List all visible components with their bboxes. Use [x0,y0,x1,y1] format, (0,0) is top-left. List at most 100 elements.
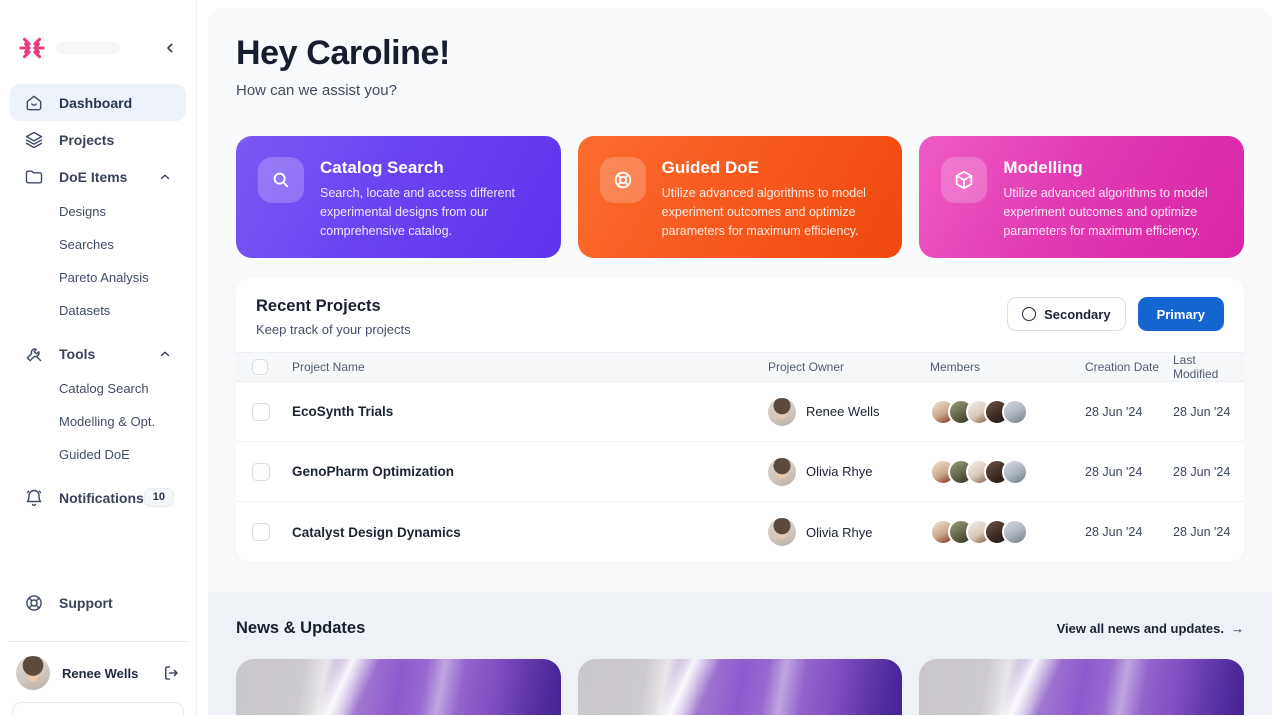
sidebar-subitem-guided-doe[interactable]: Guided DoE [10,438,186,471]
chevron-up-icon[interactable] [158,347,172,361]
owner-name: Renee Wells [806,404,880,419]
sidebar-subitem-designs[interactable]: Designs [10,195,186,228]
news-card[interactable] [919,659,1245,715]
owner-avatar [768,457,796,486]
sidebar-item-label: Notifications [59,489,144,506]
cube-icon [941,157,988,203]
recent-projects-card: Recent Projects Keep track of your proje… [236,278,1244,562]
card-modelling[interactable]: Modelling Utilize advanced algorithms to… [919,136,1245,258]
column-header: Members [930,360,981,374]
subitem-label: Designs [59,204,106,219]
sidebar-item-doe-items[interactable]: DoE Items [10,158,186,195]
sidebar-item-dashboard[interactable]: Dashboard [10,84,186,121]
sidebar-item-support[interactable]: Support [10,584,186,621]
sidebar-collapse-button[interactable] [162,40,178,56]
card-title: Guided DoE [661,158,759,177]
owner-avatar [768,397,796,426]
column-header: Project Name [292,360,365,374]
card-guided-doe[interactable]: Guided DoE Utilize advanced algorithms t… [577,136,903,258]
user-avatar [16,656,50,690]
sidebar: Dashboard Projects DoE Items Designs Sea… [0,0,197,716]
row-checkbox[interactable] [252,402,270,421]
row-checkbox[interactable] [252,462,270,481]
sidebar-subitem-datasets[interactable]: Datasets [10,294,186,327]
select-all-checkbox[interactable] [252,359,268,375]
news-section: News & Updates View all news and updates… [208,592,1272,715]
recent-projects-title: Recent Projects [256,297,381,315]
creation-date: 28 Jun '24 [1085,525,1143,539]
project-name: Catalyst Design Dynamics [292,524,461,540]
layers-icon [24,130,44,150]
user-name: Renee Wells [62,665,139,681]
sidebar-item-label: Projects [59,131,115,148]
card-catalog-search[interactable]: Catalog Search Search, locate and access… [236,136,561,258]
sidebar-subitem-catalog-search[interactable]: Catalog Search [10,372,186,405]
table-row[interactable]: EcoSynth Trials Renee Wells 28 Jun '24 2… [236,382,1244,442]
logout-icon[interactable] [162,664,180,682]
last-modified: 28 Jun '24 [1173,464,1231,479]
subitem-label: Catalog Search [59,381,149,396]
notifications-count-badge: 10 [143,488,175,507]
view-all-label: View all news and updates. [1056,621,1224,636]
subitem-label: Pareto Analysis [59,270,149,285]
owner-avatar [768,518,796,546]
column-header: Last Modified [1173,353,1219,381]
sidebar-subitem-searches[interactable]: Searches [10,228,186,261]
life-buoy-icon [24,593,44,613]
sidebar-item-label: Support [59,594,113,611]
brand-logo-icon [18,34,46,62]
subitem-label: Datasets [59,303,111,318]
card-description: Utilize advanced algorithms to model exp… [1003,186,1208,238]
home-icon [24,93,44,113]
bell-icon [24,488,44,508]
subitem-label: Guided DoE [59,447,130,462]
card-title: Modelling [1003,158,1083,177]
sidebar-subitem-pareto-analysis[interactable]: Pareto Analysis [10,261,186,294]
sidebar-nav: Dashboard Projects DoE Items Designs Sea… [10,84,186,516]
subitem-label: Modelling & Opt. [59,414,156,429]
sidebar-item-projects[interactable]: Projects [10,121,186,158]
members-avatars [930,458,1085,485]
table-header: Project Name Project Owner Members Creat… [236,352,1244,382]
page-subtitle: How can we assist you? [236,82,397,99]
owner-name: Olivia Rhye [806,524,873,540]
news-card[interactable] [577,659,903,715]
user-profile[interactable]: Renee Wells [10,642,186,700]
members-avatars [930,519,1085,545]
secondary-button[interactable]: Secondary [1007,297,1126,331]
news-card[interactable] [236,659,561,715]
table-row[interactable]: GenoPharm Optimization Olivia Rhye 28 Ju… [236,442,1244,502]
folder-icon [24,167,44,187]
card-title: Catalog Search [320,158,444,177]
arrow-right-icon: → [1231,621,1244,636]
news-cards [236,659,1245,715]
sidebar-item-label: DoE Items [59,168,128,185]
sidebar-subitem-modelling-opt[interactable]: Modelling & Opt. [10,405,186,438]
logo-wordmark [56,42,120,54]
page-title: Hey Caroline! [236,34,450,72]
table-row[interactable]: Catalyst Design Dynamics Olivia Rhye 28 … [236,502,1244,562]
last-modified: 28 Jun '24 [1173,404,1231,419]
primary-button[interactable]: Primary [1137,297,1224,331]
creation-date: 28 Jun '24 [1085,404,1143,419]
recent-projects-subtitle: Keep track of your projects [256,322,411,337]
chevron-up-icon[interactable] [158,170,172,184]
row-checkbox[interactable] [252,523,270,541]
sidebar-bottom-card [12,702,184,716]
sidebar-divider [8,641,188,642]
project-name: GenoPharm Optimization [292,464,455,479]
creation-date: 28 Jun '24 [1085,464,1143,479]
card-description: Search, locate and access different expe… [320,186,516,238]
life-buoy-icon [599,157,646,203]
view-all-news-link[interactable]: View all news and updates. → [1057,621,1244,636]
column-header: Creation Date [1085,360,1160,374]
owner-name: Olivia Rhye [806,464,873,479]
sidebar-item-label: Tools [59,345,96,362]
sidebar-item-notifications[interactable]: Notifications 10 [10,479,186,516]
sidebar-item-tools[interactable]: Tools [10,335,186,372]
subitem-label: Searches [59,237,114,252]
news-title: News & Updates [236,619,366,637]
main-panel: Hey Caroline! How can we assist you? Cat… [208,8,1272,715]
project-name: EcoSynth Trials [292,404,394,419]
last-modified: 28 Jun '24 [1173,525,1231,539]
